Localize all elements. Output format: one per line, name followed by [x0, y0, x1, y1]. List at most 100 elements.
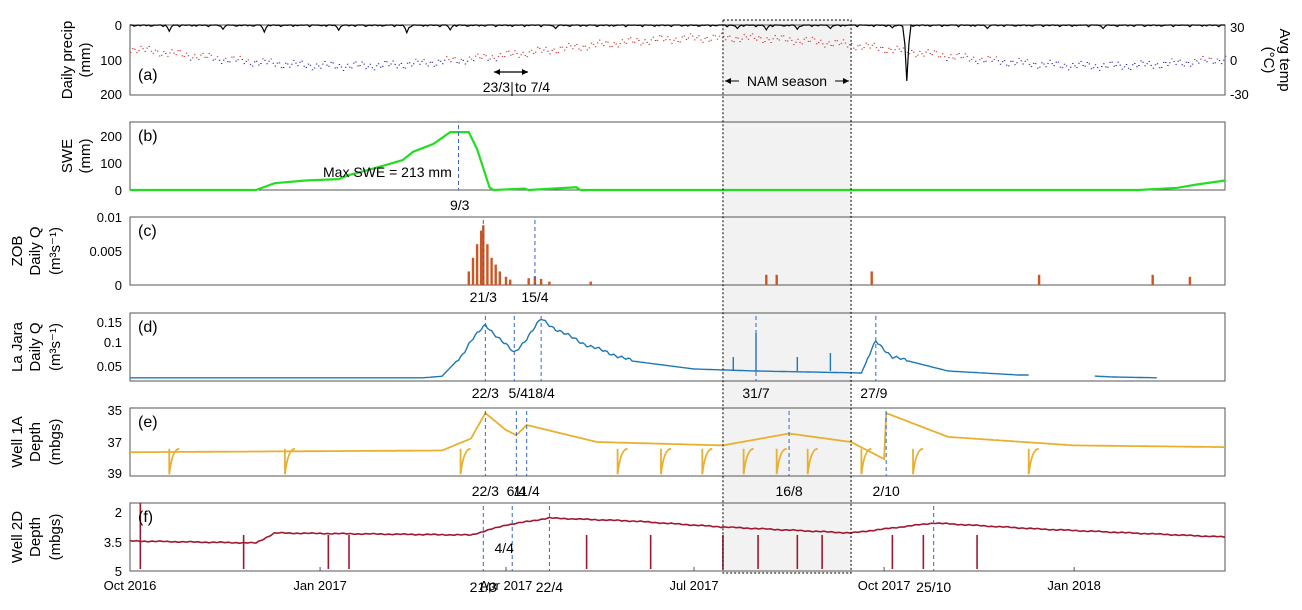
annotation-to-7-4: to 7/4: [515, 79, 550, 95]
panel-e-label: (e): [138, 414, 158, 431]
well1a-drop-0: [168, 447, 180, 475]
panel-a-y2label-2: (°C): [1260, 47, 1277, 74]
zob-bar-0: [467, 271, 470, 285]
panel-e-ylabel-2: Depth: [27, 422, 44, 462]
temp-series: [130, 32, 1227, 71]
x-ticklabel-3: Jul 2017: [669, 578, 718, 593]
panel-f: (f) Well 2D Depth (mbgs) 2 3.5 5: [9, 502, 1226, 579]
panel-c-label: (c): [138, 223, 157, 240]
zob-bar-19: [1037, 274, 1041, 285]
annotation-23-3: 23/3: [483, 79, 510, 95]
x-ticklabel-4: Oct 2017: [858, 578, 911, 593]
zob-bar-1: [471, 257, 475, 285]
event-label-5-1: 4/4: [494, 540, 514, 556]
well1a-drop-4: [660, 447, 672, 475]
panel-c-ylabel-1: ZOB: [9, 236, 26, 267]
zob-bar-8: [498, 271, 501, 285]
nam-season-label: NAM season: [747, 73, 827, 89]
well1a-series: [130, 411, 1225, 475]
well1a-drop-6: [742, 447, 754, 475]
x-ticklabel-5: Jan 2018: [1047, 578, 1101, 593]
panel-f-ytick-2: 5: [115, 564, 122, 579]
panel-e-ylabel-1: Well 1A: [9, 416, 26, 467]
well1a-drop-5: [701, 447, 713, 475]
zob-bar-17: [775, 274, 778, 285]
zob-bar-16: [765, 274, 768, 285]
well1a-drop-8: [806, 447, 818, 475]
panel-e: (e) Well 1A Depth (mbgs) 35 37 39: [9, 403, 1226, 481]
panel-d-label: (d): [138, 319, 158, 336]
well1a-line: [130, 411, 1225, 461]
well2d-series: [129, 503, 1226, 569]
x-ticklabel-0: Oct 2016: [104, 578, 157, 593]
zob-bar-9: [504, 276, 508, 285]
panel-a-ytick-1: 100: [100, 53, 122, 68]
event-label-4-0: 22/3: [472, 483, 499, 499]
nam-season-overlay: NAM season: [722, 19, 852, 574]
lajara-series: [130, 318, 1157, 379]
panel-c-ytick-0: 0: [115, 278, 122, 293]
zob-bar-5: [486, 244, 489, 285]
x-ticklabel-2: Apr 2017: [480, 578, 533, 593]
event-label-3-1: 5/4: [509, 385, 529, 401]
well1a-drop-7: [775, 447, 787, 475]
event-label-5-3: 25/10: [916, 579, 951, 595]
panel-a-ylabel-1: Daily precip: [59, 21, 76, 99]
zob-bar-18: [870, 271, 873, 285]
panel-f-ylabel-2: Depth: [27, 517, 44, 557]
panel-a-y2tick-1: 0: [1230, 53, 1237, 68]
panel-b-ytick-0: 0: [115, 183, 122, 198]
x-axis: Oct 2016 Jan 2017 Apr 2017 Jul 2017 Oct 2017…: [104, 567, 1101, 593]
event-markers: 21/3 15/4 22/3 5/4 18/4 31/7 27/9 22/3 6/411/4 16…: [458, 125, 951, 595]
well1a-drop-11: [1027, 447, 1039, 475]
nam-season-shading: [722, 20, 852, 573]
panel-b-label: (b): [138, 128, 158, 145]
zob-bar-20: [1151, 274, 1154, 285]
nam-season-box: [722, 19, 852, 574]
well1a-drop-3: [616, 447, 628, 475]
zob-bar-13: [539, 278, 543, 285]
lajara-line: [130, 318, 1157, 379]
panel-b-ylabel-1: SWE: [59, 139, 76, 173]
panel-c-ylabel-2: Daily Q: [27, 226, 44, 275]
panel-a-ylabel-2: (mm): [77, 43, 94, 78]
event-label-2-1: 15/4: [521, 289, 548, 305]
panel-e-frame: [129, 407, 1226, 477]
event-label-2-0: 21/3: [470, 289, 497, 305]
zob-bar-6: [490, 257, 493, 285]
zob-bar-12: [533, 276, 537, 285]
event-label-4-2: 11/4: [514, 483, 540, 499]
panel-f-ytick-1: 3.5: [104, 535, 122, 550]
temp-line-positive: [130, 32, 1227, 61]
panel-e-ylabel-3: (mbgs): [47, 419, 64, 466]
zob-bar-21: [1188, 276, 1192, 285]
x-ticklabel-1: Jan 2017: [293, 578, 347, 593]
panel-b-ytick-2: 200: [100, 129, 122, 144]
annotation-9-3: 9/3: [450, 197, 470, 213]
zob-bar-10: [509, 279, 512, 285]
precip-line: [130, 23, 1225, 82]
panel-f-ytick-0: 2: [115, 505, 122, 520]
zob-bar-7: [494, 264, 497, 285]
panel-d: (d) La Jara Daily Q (m³s⁻¹) 0.05 0.1 0.1…: [9, 312, 1226, 382]
panel-e-ytick-2: 39: [108, 466, 122, 481]
event-label-4-4: 2/10: [873, 483, 900, 499]
event-label-3-3: 31/7: [742, 385, 769, 401]
panel-a-y2tick-2: -30: [1230, 87, 1249, 102]
panel-d-ytick-1: 0.1: [104, 335, 122, 350]
zob-bar-2: [475, 244, 479, 285]
precip-series: [130, 23, 1225, 82]
event-label-3-4: 27/9: [860, 385, 887, 401]
panel-f-frame: [129, 502, 1226, 572]
event-label-4-3: 16/8: [775, 483, 802, 499]
zob-bar-14: [548, 281, 551, 285]
panel-b-ylabel-2: (mm): [77, 139, 94, 174]
annotation-max-swe: Max SWE = 213 mm: [323, 164, 452, 180]
panel-f-ylabel-1: Well 2D: [9, 511, 26, 563]
panel-d-frame: [129, 312, 1226, 382]
panel-f-label: (f): [138, 509, 153, 526]
panel-d-ylabel-3: (m³s⁻¹): [47, 323, 64, 371]
panel-e-ytick-1: 37: [108, 435, 122, 450]
well1a-drop-9: [860, 447, 872, 475]
